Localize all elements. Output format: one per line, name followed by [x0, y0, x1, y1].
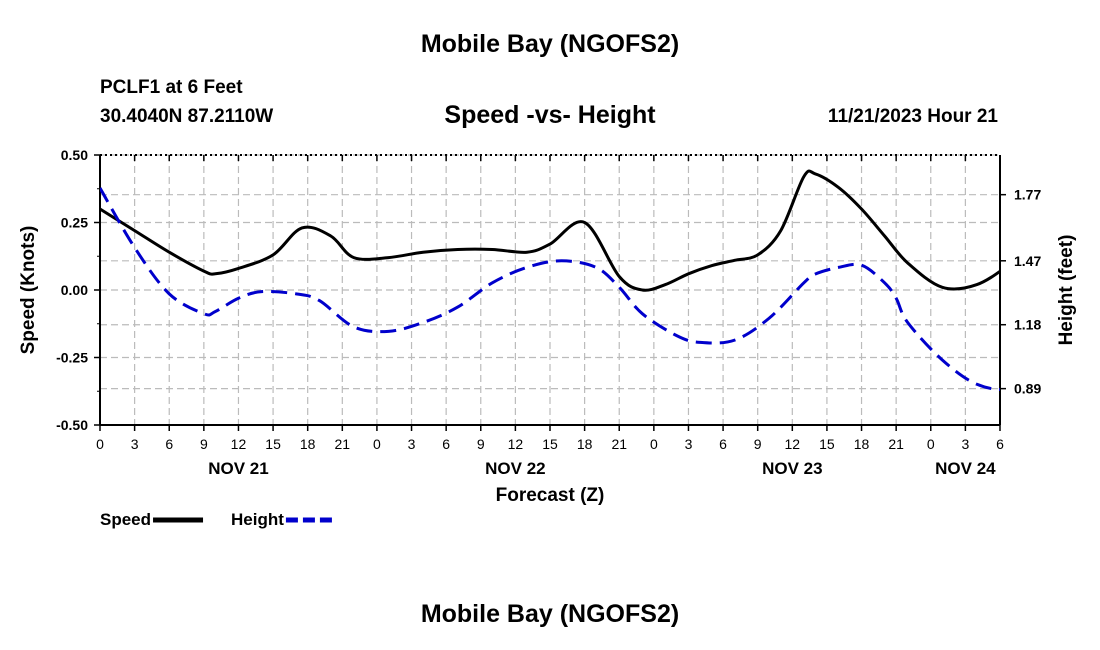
x-tick-label: 9	[754, 436, 762, 452]
x-axis-title: Forecast (Z)	[496, 485, 605, 506]
station-coordinates: 30.4040N 87.2110W	[100, 106, 274, 127]
x-tick-label: 21	[335, 436, 351, 452]
series-line-height	[100, 187, 1000, 391]
y-tick-label: -0.25	[56, 350, 88, 366]
x-day-label: NOV 23	[762, 459, 822, 478]
x-tick-label: 6	[996, 436, 1004, 452]
forecast-datetime: 11/21/2023 Hour 21	[827, 106, 998, 127]
x-tick-label: 15	[819, 436, 835, 452]
x-tick-label: 0	[650, 436, 658, 452]
x-tick-label: 15	[542, 436, 558, 452]
x-tick-label: 18	[300, 436, 316, 452]
y-tick-label: 0.00	[61, 282, 88, 298]
x-tick-label: 9	[200, 436, 208, 452]
x-tick-label: 0	[96, 436, 104, 452]
y2-tick-label: 1.47	[1014, 253, 1041, 269]
y-tick-label: 0.50	[61, 147, 88, 163]
x-tick-label: 3	[961, 436, 969, 452]
y-tick-label: -0.50	[56, 417, 88, 433]
x-day-label: NOV 22	[485, 459, 545, 478]
x-tick-label: 18	[854, 436, 870, 452]
x-tick-label: 3	[408, 436, 416, 452]
x-tick-label: 6	[442, 436, 450, 452]
x-day-label: NOV 24	[935, 459, 996, 478]
y2-tick-label: 1.18	[1014, 317, 1041, 333]
x-tick-label: 15	[265, 436, 281, 452]
x-tick-label: 6	[165, 436, 173, 452]
x-tick-label: 3	[131, 436, 139, 452]
legend-label-height: Height	[231, 510, 284, 529]
footer-title: Mobile Bay (NGOFS2)	[420, 600, 680, 628]
station-label: PCLF1 at 6 Feet	[100, 77, 243, 98]
x-tick-label: 12	[785, 436, 801, 452]
y2-tick-label: 0.89	[1014, 381, 1041, 397]
x-tick-label: 18	[577, 436, 593, 452]
x-tick-label: 3	[685, 436, 693, 452]
chart-title: Speed -vs- Height	[444, 101, 656, 129]
x-tick-label: 9	[477, 436, 485, 452]
x-tick-label: 12	[508, 436, 524, 452]
series-line-speed	[100, 169, 1000, 292]
page-title: Mobile Bay (NGOFS2)	[420, 30, 680, 58]
x-tick-label: 21	[611, 436, 627, 452]
y-axis-title: Speed (Knots)	[18, 226, 39, 355]
y-tick-label: 0.25	[61, 215, 88, 231]
y2-axis-title: Height (feet)	[1056, 235, 1077, 346]
x-tick-label: 12	[231, 436, 247, 452]
x-tick-label: 0	[927, 436, 935, 452]
x-day-label: NOV 21	[208, 459, 268, 478]
x-tick-label: 0	[373, 436, 381, 452]
legend-label-speed: Speed	[100, 510, 151, 529]
x-tick-label: 6	[719, 436, 727, 452]
y2-tick-label: 1.77	[1014, 187, 1041, 203]
x-tick-label: 21	[888, 436, 904, 452]
